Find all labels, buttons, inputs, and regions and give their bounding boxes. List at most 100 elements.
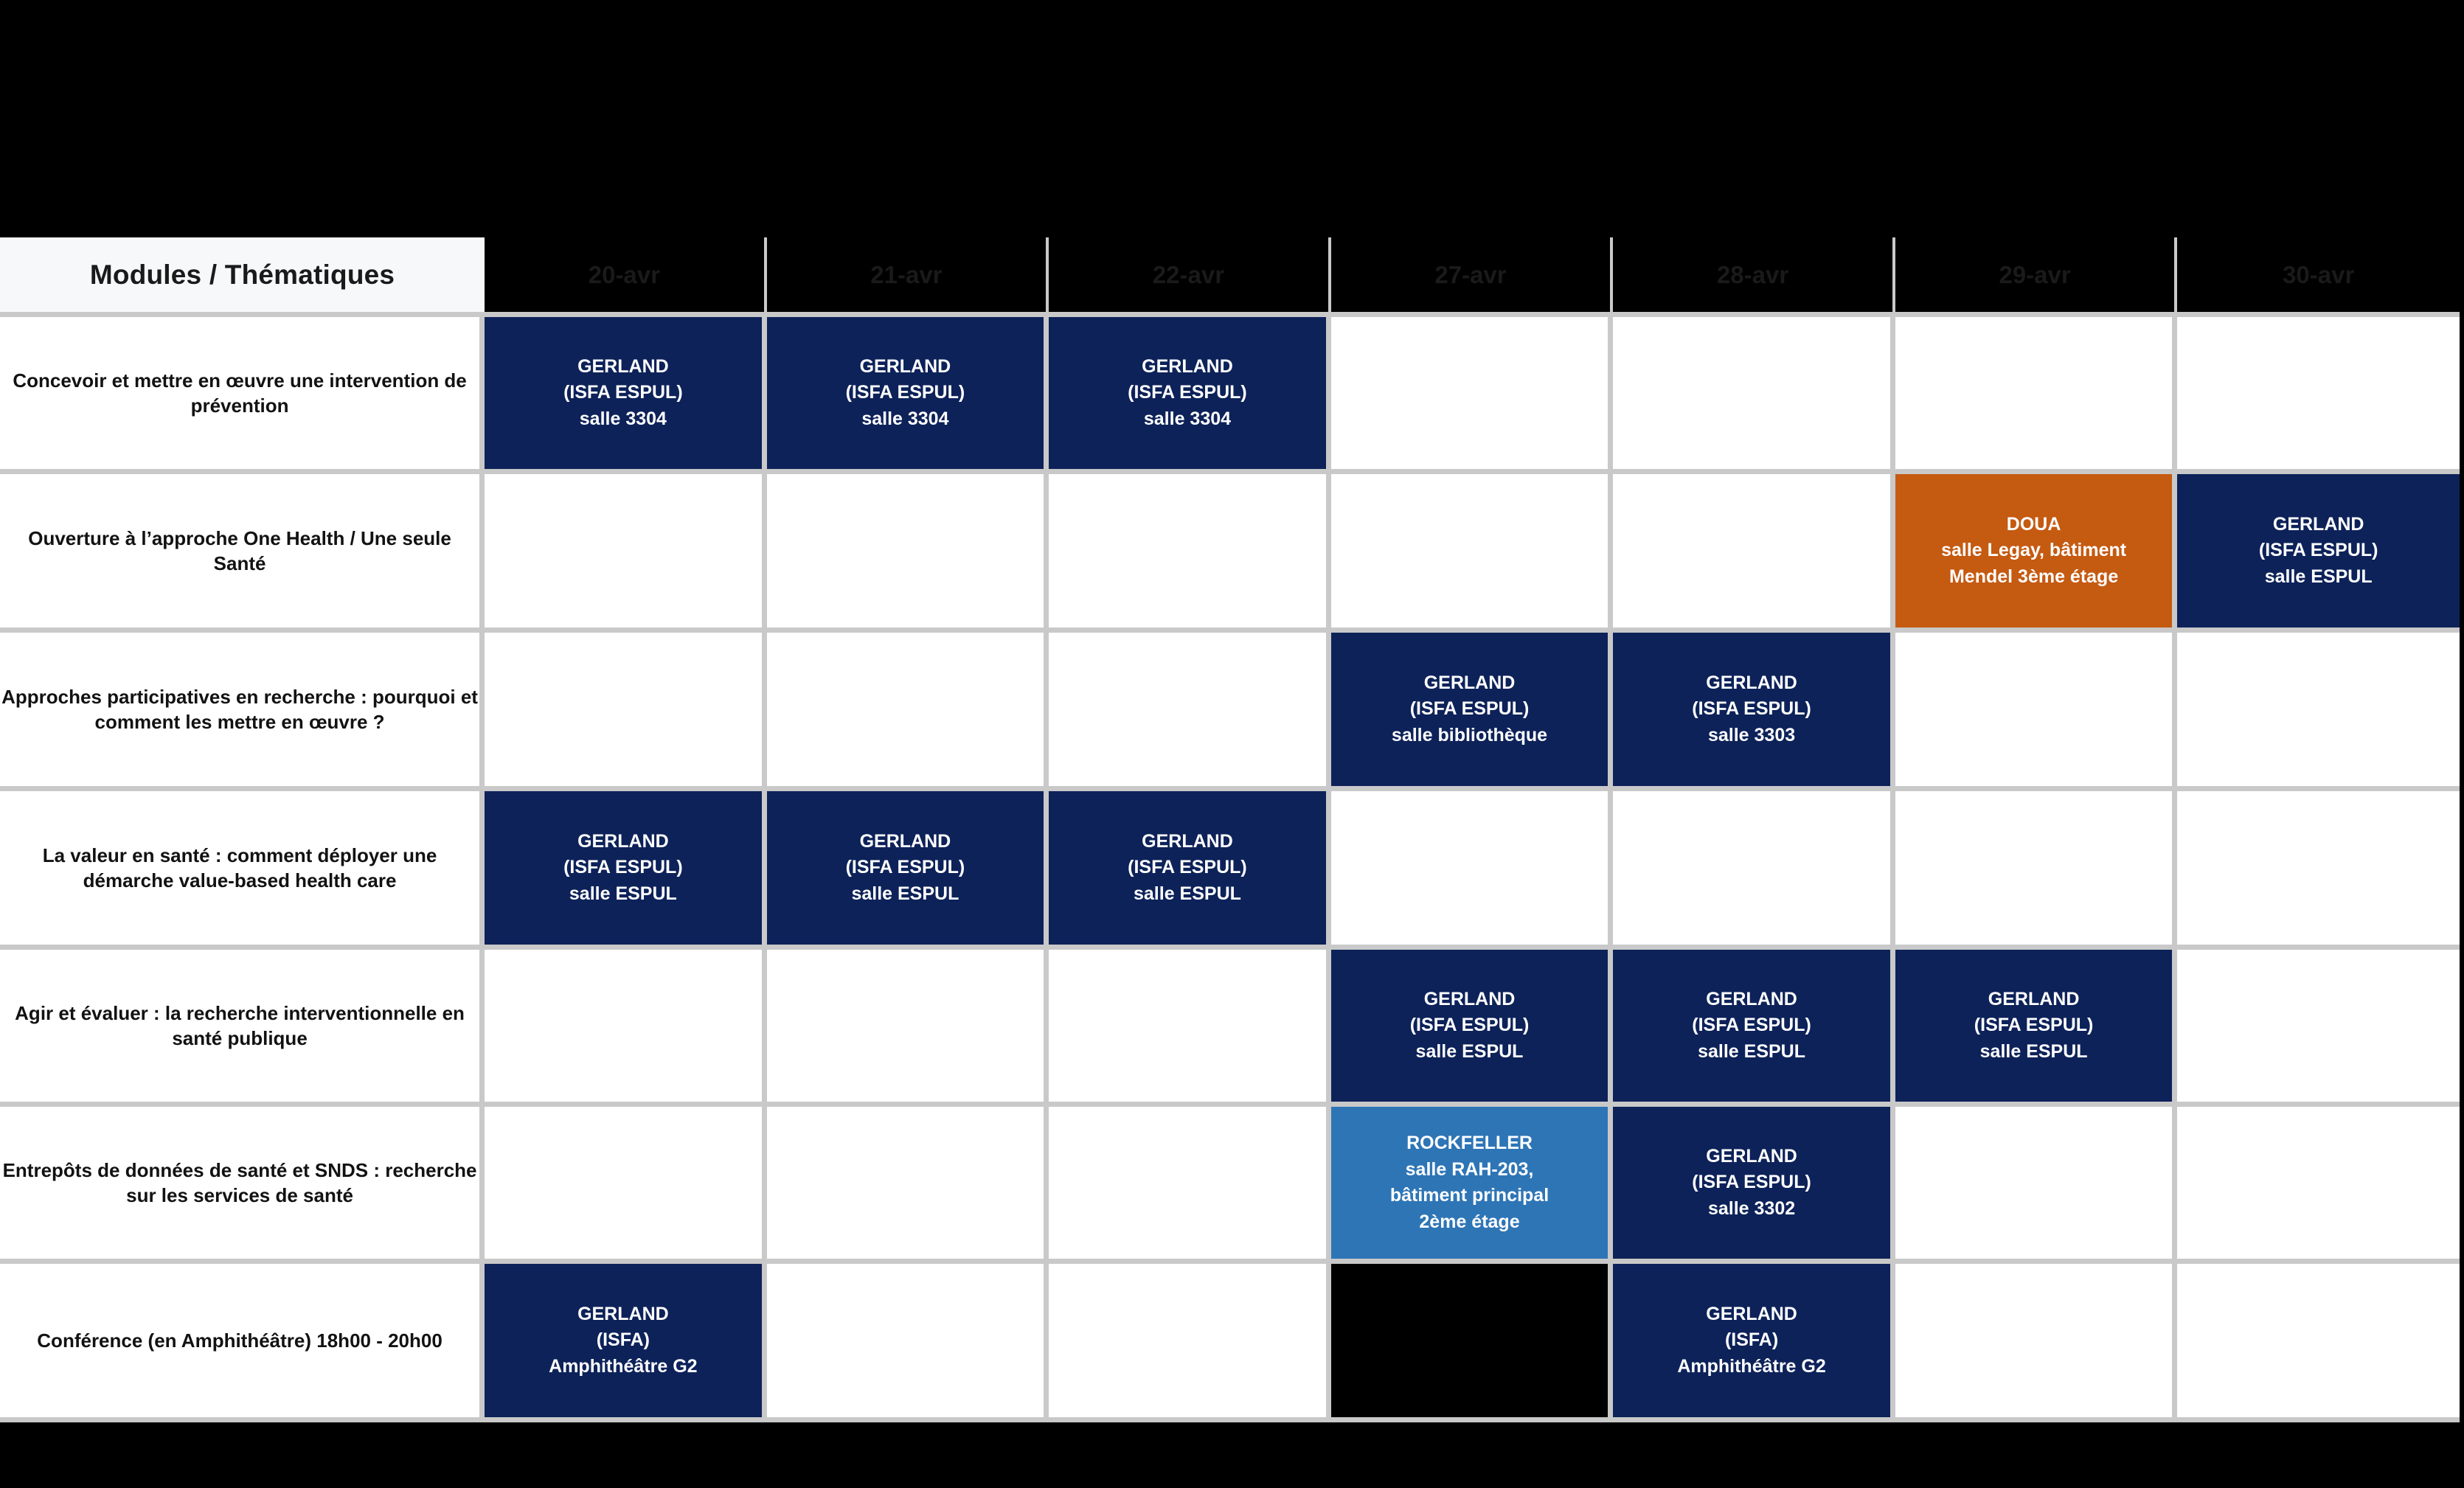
schedule-cell-session[interactable]: GERLAND (ISFA ESPUL) salle ESPUL xyxy=(2177,474,2460,633)
module-label: Approches participatives en recherche : … xyxy=(0,633,485,791)
session-line: salle 3304 xyxy=(579,408,667,429)
schedule-cell-empty xyxy=(766,474,1049,633)
session-line: (ISFA ESPUL) xyxy=(1128,857,1247,878)
schedule-cell-empty xyxy=(1049,1107,1331,1264)
session-line: GERLAND xyxy=(859,830,951,852)
schedule-cell-empty xyxy=(766,633,1049,791)
schedule-cell-empty xyxy=(1049,633,1331,791)
schedule-cell-session[interactable]: GERLAND (ISFA ESPUL) salle ESPUL xyxy=(766,791,1049,950)
schedule-cell-empty xyxy=(485,1107,767,1264)
schedule-cell-empty xyxy=(2177,1107,2460,1264)
schedule-cell-empty xyxy=(2177,633,2460,791)
schedule-cell-session[interactable]: DOUA salle Legay, bâtiment Mendel 3ème éta… xyxy=(1895,474,2178,633)
session-line: GERLAND xyxy=(1142,355,1233,377)
session-line: salle ESPUL xyxy=(569,883,677,904)
schedule-cell-session[interactable]: GERLAND (ISFA ESPUL) salle ESPUL xyxy=(1613,950,1895,1107)
schedule-cell-session[interactable]: GERLAND (ISFA ESPUL) salle ESPUL xyxy=(485,791,767,950)
schedule-cell-empty xyxy=(1895,1264,2178,1422)
schedule-cell-session[interactable]: GERLAND (ISFA ESPUL) salle 3304 xyxy=(766,317,1049,474)
header-modules-thematiques: Modules / Thématiques xyxy=(0,237,485,317)
session-line: (ISFA ESPUL) xyxy=(845,382,965,403)
schedule-cell-empty xyxy=(1613,317,1895,474)
schedule-cell-empty xyxy=(2177,950,2460,1107)
schedule-body: Concevoir et mettre en œuvre une interve… xyxy=(0,317,2460,1422)
bottom-black-strip xyxy=(0,1484,2464,1488)
schedule-cell-empty xyxy=(1330,474,1614,633)
schedule-cell-session[interactable]: GERLAND (ISFA ESPUL) salle ESPUL xyxy=(1049,791,1331,950)
session-line: (ISFA ESPUL) xyxy=(1692,1015,1811,1036)
header-day-5: 28-avr xyxy=(1613,237,1895,317)
schedule-cell-empty xyxy=(2177,317,2460,474)
schedule-cell-empty xyxy=(1613,474,1895,633)
schedule-cell-session[interactable]: GERLAND (ISFA) Amphithéâtre G2 xyxy=(1613,1264,1895,1422)
header-day-3: 22-avr xyxy=(1049,237,1331,317)
schedule-cell-session[interactable]: GERLAND (ISFA ESPUL) salle 3303 xyxy=(1613,633,1895,791)
session-line: bâtiment principal xyxy=(1389,1185,1549,1206)
module-label: Ouverture à l’approche One Health / Une … xyxy=(0,474,485,633)
session-line: salle ESPUL xyxy=(1979,1040,2088,1062)
module-label: Agir et évaluer : la recherche intervent… xyxy=(0,950,485,1107)
header-day-6: 29-avr xyxy=(1895,237,2178,317)
session-line: salle ESPUL xyxy=(1134,883,1241,904)
session-line: (ISFA) xyxy=(1724,1329,1779,1351)
schedule-cell-empty xyxy=(485,474,767,633)
header-day-7: 30-avr xyxy=(2177,237,2460,317)
module-label: La valeur en santé : comment déployer un… xyxy=(0,791,485,950)
schedule-cell-empty xyxy=(1049,474,1331,633)
session-line: DOUA xyxy=(2006,513,2061,535)
session-line: GERLAND xyxy=(2272,513,2364,535)
schedule-cell-empty xyxy=(766,950,1049,1107)
schedule-cell-empty xyxy=(1895,1107,2178,1264)
table-row: Concevoir et mettre en œuvre une interve… xyxy=(0,317,2460,474)
module-label: Entrepôts de données de santé et SNDS : … xyxy=(0,1107,485,1264)
session-line: salle ESPUL xyxy=(851,883,959,904)
schedule-cell-empty xyxy=(766,1107,1049,1264)
session-line: (ISFA) xyxy=(596,1329,650,1351)
module-label: Conférence (en Amphithéâtre) 18h00 - 20h… xyxy=(0,1264,485,1422)
schedule-cell-session[interactable]: GERLAND (ISFA ESPUL) salle 3304 xyxy=(485,317,767,474)
session-line: salle RAH-203, xyxy=(1405,1158,1534,1180)
session-line: GERLAND xyxy=(1142,830,1233,852)
schedule-table-container: Modules / Thématiques 20-avr 21-avr 22-a… xyxy=(0,237,2464,1488)
schedule-cell-session[interactable]: GERLAND (ISFA) Amphithéâtre G2 xyxy=(485,1264,767,1422)
schedule-cell-empty xyxy=(1049,1264,1331,1422)
session-line: GERLAND xyxy=(1706,988,1797,1009)
session-line: Amphithéâtre G2 xyxy=(1677,1355,1826,1377)
schedule-cell-empty xyxy=(1895,317,2178,474)
schedule-cell-empty xyxy=(485,950,767,1107)
schedule-cell-session[interactable]: ROCKFELLER salle RAH-203, bâtiment princip… xyxy=(1330,1107,1614,1264)
session-line: Mendel 3ème étage xyxy=(1948,566,2119,587)
header-day-2: 21-avr xyxy=(766,237,1049,317)
schedule-table: Modules / Thématiques 20-avr 21-avr 22-a… xyxy=(0,237,2460,1422)
schedule-cell-session[interactable]: GERLAND (ISFA ESPUL) salle ESPUL xyxy=(1895,950,2178,1107)
session-line: (ISFA ESPUL) xyxy=(1974,1015,2094,1036)
session-line: (ISFA ESPUL) xyxy=(563,382,683,403)
schedule-cell-session[interactable]: GERLAND (ISFA ESPUL) salle ESPUL xyxy=(1330,950,1614,1107)
schedule-cell-session[interactable]: GERLAND (ISFA ESPUL) salle 3304 xyxy=(1049,317,1331,474)
session-line: (ISFA ESPUL) xyxy=(1128,382,1247,403)
session-line: GERLAND xyxy=(1706,1145,1797,1167)
session-line: (ISFA ESPUL) xyxy=(845,857,965,878)
session-line: (ISFA ESPUL) xyxy=(1409,1015,1530,1036)
table-row: Conférence (en Amphithéâtre) 18h00 - 20h… xyxy=(0,1264,2460,1422)
schedule-cell-empty xyxy=(2177,791,2460,950)
table-row: Agir et évaluer : la recherche intervent… xyxy=(0,950,2460,1107)
schedule-cell-session[interactable]: GERLAND (ISFA ESPUL) salle bibliothèque xyxy=(1330,633,1614,791)
schedule-cell-session[interactable] xyxy=(1330,1264,1614,1422)
session-line: GERLAND xyxy=(1423,672,1516,693)
session-line: GERLAND xyxy=(577,1303,669,1324)
schedule-cell-empty xyxy=(1049,950,1331,1107)
session-line: salle ESPUL xyxy=(2264,566,2373,587)
session-line: (ISFA ESPUL) xyxy=(563,857,683,878)
schedule-cell-empty xyxy=(1330,317,1614,474)
session-line: GERLAND xyxy=(1988,988,2080,1009)
session-line: 2ème étage xyxy=(1419,1211,1520,1232)
session-line: Amphithéâtre G2 xyxy=(549,1355,698,1377)
session-line: salle bibliothèque xyxy=(1391,724,1548,745)
session-line: (ISFA ESPUL) xyxy=(1409,698,1530,720)
session-line: salle 3303 xyxy=(1707,724,1796,745)
session-line: GERLAND xyxy=(859,355,951,377)
schedule-cell-session[interactable]: GERLAND (ISFA ESPUL) salle 3302 xyxy=(1613,1107,1895,1264)
table-row: Entrepôts de données de santé et SNDS : … xyxy=(0,1107,2460,1264)
module-label: Concevoir et mettre en œuvre une interve… xyxy=(0,317,485,474)
